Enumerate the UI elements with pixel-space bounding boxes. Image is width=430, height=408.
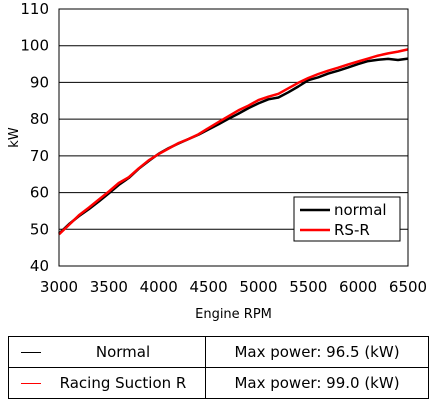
y-tick-label: 40 — [30, 257, 49, 275]
legend: normal RS-R — [293, 196, 401, 242]
line-swatch-racing-suction-r — [21, 382, 41, 384]
plot-frame — [58, 8, 409, 267]
table-row: Normal Max power: 96.5 (kW) — [8, 336, 429, 368]
y-tick-label: 100 — [20, 37, 49, 55]
legend-label-normal: normal — [334, 201, 387, 219]
x-tick-label: 4500 — [189, 278, 227, 296]
series-name-cell: Racing Suction R — [8, 367, 206, 399]
y-tick-label: 80 — [30, 110, 49, 128]
series-line-rs-r — [58, 48, 409, 236]
legend-box — [293, 196, 401, 242]
x-tick-label: 3500 — [90, 278, 128, 296]
x-tick-labels: 3000 3500 4000 4500 5000 5500 6000 6500 — [40, 278, 427, 296]
max-power-table: Normal Max power: 96.5 (kW) Racing Sucti… — [8, 336, 429, 399]
power-curve-chart: 3000 3500 4000 4500 5000 5500 6000 6500 40 50 60 7… — [7, 0, 427, 322]
x-tick-label: 6500 — [389, 278, 427, 296]
max-power-cell: Max power: 99.0 (kW) — [205, 367, 429, 399]
y-axis-title: kW — [7, 127, 22, 148]
y-tick-label: 50 — [30, 220, 49, 238]
x-tick-label: 4000 — [140, 278, 178, 296]
series-line-normal — [58, 57, 409, 235]
y-tick-label: 90 — [30, 73, 49, 91]
x-tick-label: 5500 — [289, 278, 327, 296]
y-tick-label: 60 — [30, 184, 49, 202]
series-lines — [58, 48, 409, 236]
legend-label-rs-r: RS-R — [334, 221, 370, 239]
y-tick-label: 70 — [30, 147, 49, 165]
series-name-cell: Normal — [8, 336, 206, 368]
max-power-cell: Max power: 96.5 (kW) — [205, 336, 429, 368]
x-tick-label: 5000 — [239, 278, 277, 296]
table-row: Racing Suction R Max power: 99.0 (kW) — [8, 367, 429, 399]
y-tick-labels: 40 50 60 70 80 90 100 110 — [20, 0, 49, 275]
x-tick-label: 3000 — [40, 278, 78, 296]
gridlines — [59, 8, 408, 267]
x-axis-title: Engine RPM — [195, 307, 272, 322]
series-name: Racing Suction R — [59, 374, 187, 392]
x-tick-label: 6000 — [339, 278, 377, 296]
series-name: Normal — [95, 343, 151, 361]
line-swatch-normal — [21, 351, 41, 353]
y-tick-label: 110 — [20, 0, 49, 18]
